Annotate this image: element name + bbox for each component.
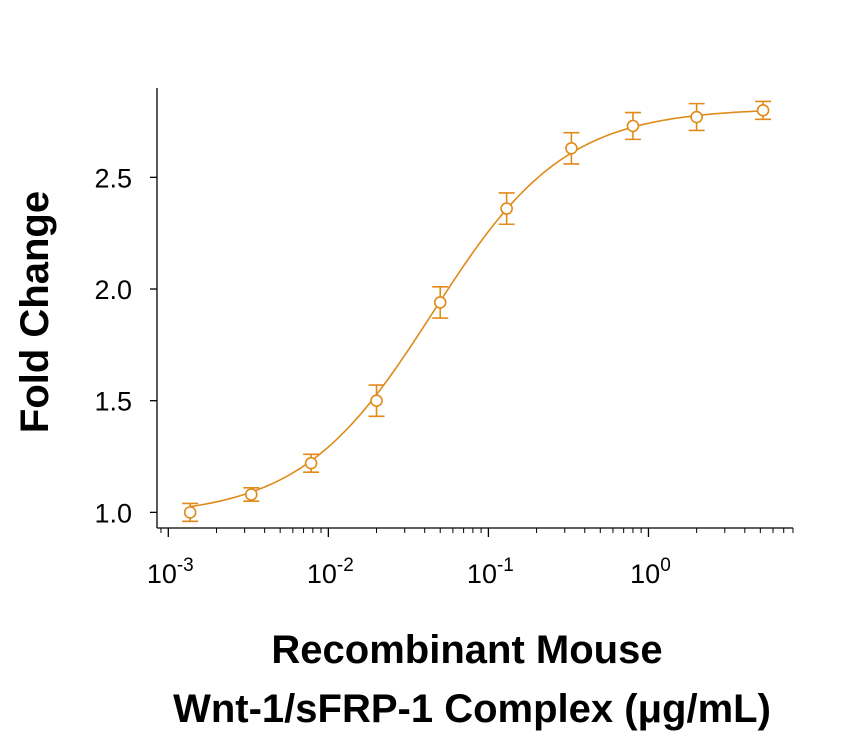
data-point — [563, 131, 580, 165]
data-point — [498, 192, 515, 226]
data-marker — [756, 104, 770, 117]
x-tick-label: 10-3 — [147, 555, 194, 589]
y-axis-title: Fold Change — [13, 191, 57, 433]
data-marker — [690, 110, 703, 124]
axes — [150, 88, 794, 537]
y-tick-label: 2.5 — [94, 163, 132, 193]
tick-labels-layer: 1.0 1.5 2.0 2.5 10-3 10-2 10-1 100 — [94, 163, 670, 589]
x-axis-title-line1: Recombinant Mouse — [271, 628, 662, 672]
data-point — [755, 100, 772, 121]
data-point — [303, 453, 320, 473]
fit-curve-layer — [190, 110, 764, 508]
data-point — [368, 384, 385, 418]
y-tick-label: 1.5 — [94, 387, 132, 417]
data-marker — [244, 488, 258, 501]
data-marker — [565, 142, 578, 155]
data-point — [624, 111, 641, 141]
data-marker — [433, 296, 447, 309]
x-tick-label: 10-2 — [307, 555, 354, 589]
data-point — [432, 285, 449, 319]
data-point — [243, 486, 260, 502]
data-points-layer — [182, 100, 772, 523]
data-marker — [304, 456, 318, 470]
x-axis-title-line2: Wnt-1/sFRP-1 Complex (μg/mL) — [173, 687, 771, 731]
data-marker — [500, 202, 513, 215]
y-tick-label: 1.0 — [94, 498, 132, 528]
x-tick-label: 100 — [630, 555, 671, 589]
fit-curve — [190, 110, 764, 508]
data-point — [688, 102, 705, 132]
data-point — [182, 502, 199, 523]
y-tick-label: 2.0 — [94, 275, 132, 305]
data-marker — [183, 506, 197, 519]
x-tick-label: 10-1 — [467, 555, 514, 589]
data-marker — [626, 119, 640, 133]
data-marker — [370, 394, 383, 407]
